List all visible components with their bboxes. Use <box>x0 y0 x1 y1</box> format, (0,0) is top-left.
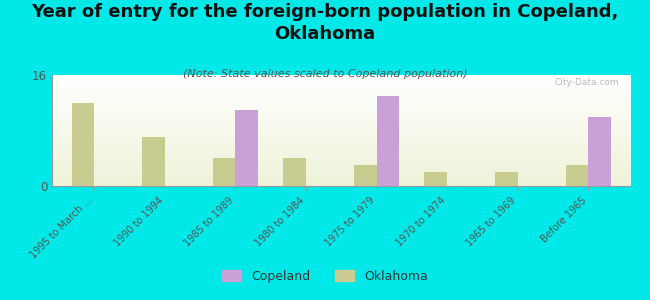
Legend: Copeland, Oklahoma: Copeland, Oklahoma <box>217 265 433 288</box>
Bar <box>588 117 611 186</box>
Text: (Note: State values scaled to Copeland population): (Note: State values scaled to Copeland p… <box>183 69 467 79</box>
Bar <box>566 165 588 186</box>
Bar <box>142 137 165 186</box>
Bar <box>72 103 94 186</box>
Bar <box>213 158 235 186</box>
Text: Year of entry for the foreign-born population in Copeland,
Oklahoma: Year of entry for the foreign-born popul… <box>31 3 619 43</box>
Text: City-Data.com: City-Data.com <box>554 78 619 87</box>
Bar <box>354 165 376 186</box>
Bar <box>235 110 258 186</box>
Bar <box>376 96 399 186</box>
Bar <box>283 158 306 186</box>
Bar <box>495 172 517 186</box>
Bar <box>424 172 447 186</box>
